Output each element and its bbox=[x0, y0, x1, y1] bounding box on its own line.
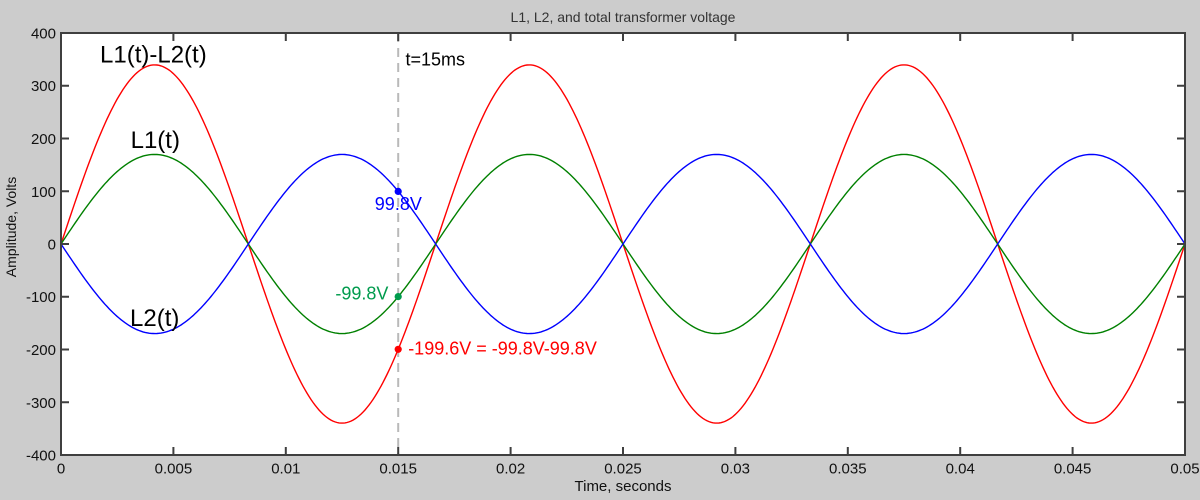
svg-text:99.8V: 99.8V bbox=[375, 194, 422, 214]
svg-text:-99.8V: -99.8V bbox=[335, 284, 388, 304]
svg-text:0: 0 bbox=[48, 237, 56, 254]
svg-text:-199.6V = -99.8V-99.8V: -199.6V = -99.8V-99.8V bbox=[408, 339, 597, 359]
svg-text:0.01: 0.01 bbox=[271, 461, 300, 478]
svg-text:-300: -300 bbox=[26, 395, 56, 412]
svg-text:-200: -200 bbox=[26, 342, 56, 359]
svg-text:0.045: 0.045 bbox=[1054, 461, 1092, 478]
svg-text:-400: -400 bbox=[26, 448, 56, 465]
svg-text:Time, seconds: Time, seconds bbox=[575, 478, 672, 495]
svg-text:L2(t): L2(t) bbox=[130, 305, 179, 332]
svg-text:-100: -100 bbox=[26, 289, 56, 306]
svg-text:200: 200 bbox=[31, 131, 56, 148]
svg-text:300: 300 bbox=[31, 78, 56, 95]
svg-text:100: 100 bbox=[31, 184, 56, 201]
svg-text:0.035: 0.035 bbox=[829, 461, 867, 478]
svg-text:L1, L2, and total transformer: L1, L2, and total transformer voltage bbox=[511, 9, 736, 25]
svg-text:0.025: 0.025 bbox=[604, 461, 642, 478]
svg-text:0.02: 0.02 bbox=[496, 461, 525, 478]
svg-text:L1(t): L1(t) bbox=[131, 127, 180, 154]
svg-text:0.04: 0.04 bbox=[946, 461, 975, 478]
svg-text:0.015: 0.015 bbox=[379, 461, 417, 478]
svg-text:Amplitude, Volts: Amplitude, Volts bbox=[3, 177, 19, 277]
svg-text:0.05: 0.05 bbox=[1170, 461, 1199, 478]
svg-text:0.03: 0.03 bbox=[721, 461, 750, 478]
svg-text:0.005: 0.005 bbox=[155, 461, 193, 478]
svg-text:0: 0 bbox=[57, 461, 65, 478]
svg-text:L1(t)-L2(t): L1(t)-L2(t) bbox=[100, 42, 207, 69]
svg-text:400: 400 bbox=[31, 26, 56, 43]
svg-text:t=15ms: t=15ms bbox=[406, 50, 466, 70]
